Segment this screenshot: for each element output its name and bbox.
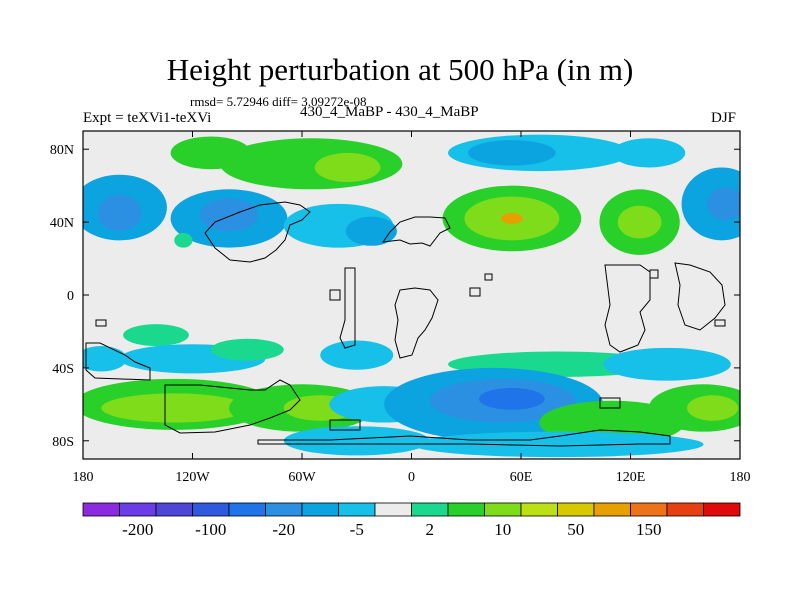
contour-blob (199, 198, 259, 232)
coastline (394, 287, 439, 359)
contour-blob (210, 338, 284, 361)
colorbar-tick-label: -100 (195, 520, 226, 539)
colorbar-swatch (411, 502, 449, 517)
stats-line: rmsd= 5.72946 diff= 3.09272e-08 (190, 94, 367, 109)
colorbar-tick-label: -20 (272, 520, 295, 539)
colorbar-swatch (374, 502, 412, 517)
coastline (599, 397, 621, 409)
coastline (714, 319, 726, 327)
contour-blob (612, 138, 686, 168)
y-tick-label: 80S (52, 435, 74, 450)
colorbar-swatch (265, 502, 303, 517)
colorbar-swatch (593, 502, 631, 517)
colorbar-swatch (301, 502, 339, 517)
contour-blob (617, 205, 662, 239)
x-tick-label: 180 (73, 470, 94, 485)
case-label: 430_4_MaBP - 430_4_MaBP (300, 104, 479, 120)
colorbar-swatch (82, 502, 120, 517)
coastline (164, 379, 301, 434)
x-tick-label: 0 (408, 470, 415, 485)
contour-blob (97, 194, 142, 232)
colorbar-swatch (338, 502, 376, 517)
contour-blob (687, 395, 739, 421)
colorbar-swatch (557, 502, 595, 517)
contour-blob (411, 431, 704, 458)
colorbar-swatch (520, 502, 558, 517)
colorbar-tick-label: 50 (567, 520, 584, 539)
contour-blob (174, 233, 193, 248)
coastline (649, 269, 659, 279)
coastline (604, 264, 651, 353)
coastline (339, 267, 356, 349)
coastline (204, 201, 311, 263)
season-label: DJF (711, 110, 737, 126)
coastline (329, 419, 361, 431)
colorbar-tick-label: -200 (122, 520, 153, 539)
y-tick-label: 0 (67, 289, 74, 304)
contour-blob (707, 187, 740, 221)
coastline (85, 342, 151, 381)
x-tick-label: 180 (730, 470, 751, 485)
colorbar-swatch (703, 502, 741, 517)
colorbar: -200 -100 -20 -5 2 10 50 150 (82, 502, 741, 539)
contour-blob (123, 324, 189, 347)
colorbar-swatch (666, 502, 704, 517)
colorbar-swatch (155, 502, 193, 517)
coastline (329, 289, 341, 301)
colorbar-tick-label: 10 (494, 520, 511, 539)
colorbar-swatch (192, 502, 230, 517)
colorbar-swatch (119, 502, 157, 517)
contour-blob (479, 387, 545, 410)
x-tick-label: 60E (510, 470, 533, 485)
colorbar-swatch (484, 502, 522, 517)
x-tick-label: 60W (288, 470, 316, 485)
contour-blob (283, 426, 430, 456)
contour-blob (101, 393, 248, 423)
colorbar-swatch (630, 502, 668, 517)
x-tick-label: 120E (616, 470, 646, 485)
contour-blob (468, 140, 556, 166)
coastline (381, 216, 451, 247)
contour-blob (320, 340, 394, 370)
coastline (469, 287, 481, 297)
colorbar-tick-label: -5 (350, 520, 364, 539)
coastline (674, 262, 726, 331)
colorbar-tick-label: 150 (636, 520, 662, 539)
y-tick-label: 40N (50, 216, 74, 231)
coastline (257, 429, 671, 447)
coastline (484, 273, 493, 281)
experiment-label: Expt = teXVi1-teXVi (83, 110, 212, 126)
y-tick-label: 40S (52, 362, 74, 377)
contour-blob (83, 346, 127, 372)
x-tick-label: 120W (175, 470, 210, 485)
coastline (95, 319, 107, 327)
contour-blob (500, 213, 523, 224)
contour-fill-layer (83, 134, 740, 458)
colorbar-tick-label: 2 (426, 520, 435, 539)
colorbar-swatch (228, 502, 266, 517)
chart-title: Height perturbation at 500 hPa (in m) (166, 52, 634, 87)
coastline-layer (85, 201, 726, 447)
colorbar-swatch (447, 502, 485, 517)
y-tick-label: 80N (50, 143, 74, 158)
axes: 180 120W 60W 0 60E 120E 180 80N 40N 0 40S 80S (50, 131, 751, 485)
contour-blob (603, 347, 731, 381)
contour-blob (314, 152, 381, 183)
contour-blob (345, 216, 397, 246)
